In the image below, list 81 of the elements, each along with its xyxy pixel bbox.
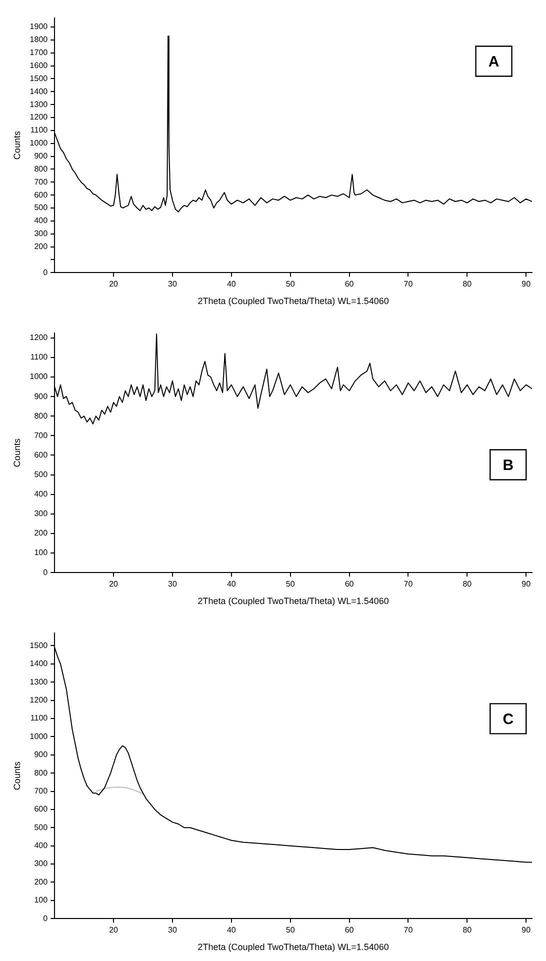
y-tick-label: 700 [34,786,48,796]
y-tick-label: 1300 [30,100,48,109]
y-tick-label: 0 [43,914,48,923]
y-tick-label: 1000 [30,732,48,741]
x-tick-label: 20 [109,580,119,589]
x-tick-label: 80 [462,280,472,289]
y-tick-label: 600 [34,804,48,814]
x-tick-label: 60 [344,280,354,289]
y-tick-label: 300 [34,509,48,518]
y-tick-label: 200 [34,877,48,886]
y-tick-label: 1100 [30,352,48,362]
x-tick-label: 90 [522,280,532,289]
y-tick-label: 1900 [30,22,48,32]
x-tick-label: 30 [168,926,178,935]
y-tick-label: 700 [34,177,48,186]
y-tick-label: 1800 [30,35,48,44]
x-tick-label: 60 [344,926,354,935]
x-tick-label: 30 [168,280,178,289]
x-tick-label: 70 [404,926,414,935]
x-tick-label: 30 [168,580,178,589]
x-tick-label: 40 [226,580,236,589]
y-tick-label: 900 [34,750,48,760]
y-tick-label: 1100 [30,126,48,135]
y-tick-label: 200 [34,528,48,538]
y-tick-label: 1700 [30,48,48,58]
y-tick-label: 800 [34,411,48,420]
y-axis-title: Counts [12,438,22,468]
y-tick-label: 1000 [30,138,48,148]
y-tick-label: 500 [34,822,48,832]
y-tick-label: 800 [34,768,48,778]
y-tick-label: 1200 [30,112,48,122]
y-tick-label: 200 [34,242,48,251]
y-tick-label: 1400 [30,659,48,668]
y-tick-label: 0 [43,568,48,577]
x-tick-label: 50 [286,926,296,935]
y-tick-label: 900 [34,392,48,401]
annotation: B [502,456,514,474]
y-tick-label: 400 [34,490,48,499]
y-tick-label: 100 [34,896,48,905]
y-tick-label: 700 [34,430,48,440]
x-tick-label: 50 [286,580,296,589]
annotation: A [488,53,500,70]
y-tick-label: 600 [34,190,48,200]
x-axis-title: 2Theta (Coupled TwoTheta/Theta) WL=1.54060 [198,942,389,952]
y-axis-title: Counts [12,761,22,790]
x-axis-title: 2Theta (Coupled TwoTheta/Theta) WL=1.54060 [198,596,389,606]
x-tick-label: 40 [226,926,236,935]
x-tick-label: 90 [522,580,532,589]
y-tick-label: 1300 [30,677,48,686]
x-tick-label: 80 [462,580,472,589]
y-tick-label: 1100 [30,714,48,723]
x-tick-label: 80 [462,926,472,935]
x-tick-label: 70 [404,280,414,289]
y-tick-label: 1500 [30,640,48,650]
y-tick-label: 600 [34,450,48,460]
y-tick-label: 900 [34,151,48,160]
x-axis-title: 2Theta (Coupled TwoTheta/Theta) WL=1.54060 [198,296,389,306]
y-tick-label: 1200 [30,696,48,705]
x-tick-label: 90 [522,926,532,935]
x-tick-label: 50 [286,280,296,289]
y-tick-label: 800 [34,164,48,174]
y-tick-label: 400 [34,841,48,850]
y-tick-label: 0 [43,268,48,277]
x-tick-label: 60 [344,580,354,589]
y-tick-label: 100 [34,548,48,558]
x-tick-label: 20 [109,280,119,289]
y-tick-label: 1000 [30,372,48,382]
y-tick-label: 300 [34,859,48,868]
x-tick-label: 70 [404,580,414,589]
y-tick-label: 300 [34,229,48,238]
y-axis-title: Counts [12,130,22,160]
y-tick-label: 1600 [30,61,48,70]
y-tick-label: 500 [34,470,48,480]
x-tick-label: 40 [226,280,236,289]
y-tick-label: 1500 [30,74,48,83]
x-tick-label: 20 [109,926,119,935]
annotation: C [502,710,514,728]
y-tick-label: 500 [34,203,48,212]
y-tick-label: 400 [34,216,48,226]
y-tick-label: 1400 [30,86,48,96]
y-tick-label: 1200 [30,333,48,342]
